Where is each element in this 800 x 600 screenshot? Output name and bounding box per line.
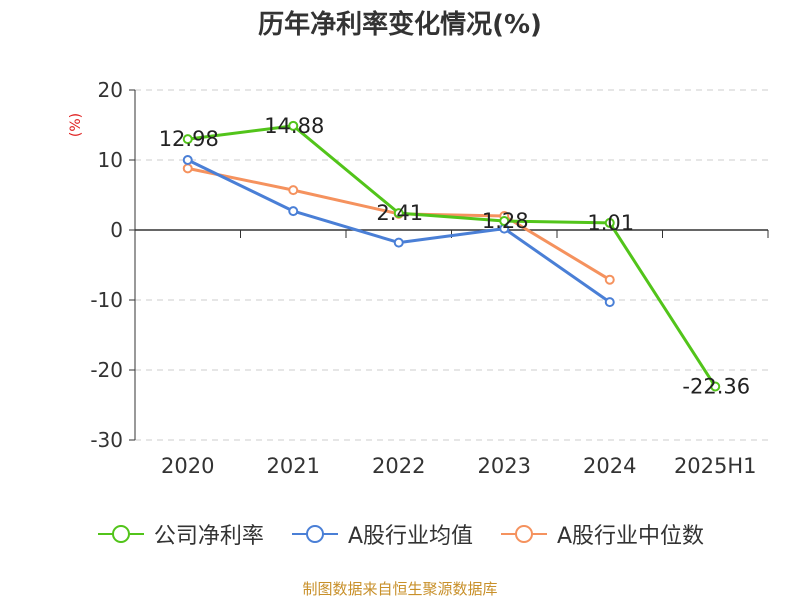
legend-marker-icon <box>501 525 547 543</box>
data-point <box>604 274 615 285</box>
legend-label: A股行业中位数 <box>557 524 705 549</box>
data-point <box>604 217 615 228</box>
grid-lines <box>135 89 768 441</box>
data-point <box>288 120 299 131</box>
y-axis-label: (%) <box>68 113 84 137</box>
y-tick-label: -20 <box>90 358 123 382</box>
y-tick-label: -30 <box>90 428 123 452</box>
data-point <box>393 237 404 248</box>
data-point <box>182 163 193 174</box>
legend-item[interactable]: A股行业均值 <box>290 518 473 550</box>
x-tick-label: 2020 <box>161 454 214 478</box>
legend-marker-icon <box>97 525 144 543</box>
x-tick-label: 2021 <box>267 454 320 478</box>
data-label: 12.98 <box>159 127 219 151</box>
data-point <box>604 297 615 308</box>
x-tick-label: 2024 <box>583 454 636 478</box>
legend-item[interactable]: 公司净利率 <box>96 518 264 550</box>
axes: 20 10 0 -10 -20 -30 2020 2021 2022 2023 2024 2025H1 <box>90 78 769 478</box>
y-tick-label: 0 <box>110 218 123 242</box>
legend-marker-icon <box>291 525 338 543</box>
x-tick-label: 2025H1 <box>674 454 757 478</box>
data-point <box>182 155 193 165</box>
series-line <box>187 124 717 388</box>
data-point <box>393 208 404 219</box>
data-point <box>288 185 299 196</box>
data-point <box>288 206 299 217</box>
data-label: -22.36 <box>682 375 750 399</box>
x-tick-label: 2022 <box>372 454 425 478</box>
data-labels: 12.98 14.88 2.41 1.28 1.01 -22.36 <box>159 114 750 399</box>
source-note: 制图数据来自恒生聚源数据库 <box>302 580 498 598</box>
data-point <box>182 134 193 145</box>
y-tick-label: -10 <box>90 288 123 312</box>
chart-title: 历年净利率变化情况(%) <box>258 9 542 40</box>
legend-label: A股行业均值 <box>347 524 473 549</box>
legend-item[interactable]: A股行业中位数 <box>499 518 704 550</box>
data-point <box>499 216 510 227</box>
y-tick-label: 20 <box>98 78 123 102</box>
legend-label: 公司净利率 <box>153 524 264 549</box>
data-label: 1.28 <box>482 209 529 233</box>
y-tick-label: 10 <box>98 148 123 172</box>
data-label: 14.88 <box>264 114 324 138</box>
data-label: 2.41 <box>376 201 423 225</box>
data-label: 1.01 <box>587 211 634 235</box>
legend: 公司净利率 A股行业均值 A股行业中位数 <box>0 518 800 550</box>
x-tick-label: 2023 <box>478 454 531 478</box>
data-point <box>710 381 721 392</box>
series-lines <box>182 120 721 392</box>
